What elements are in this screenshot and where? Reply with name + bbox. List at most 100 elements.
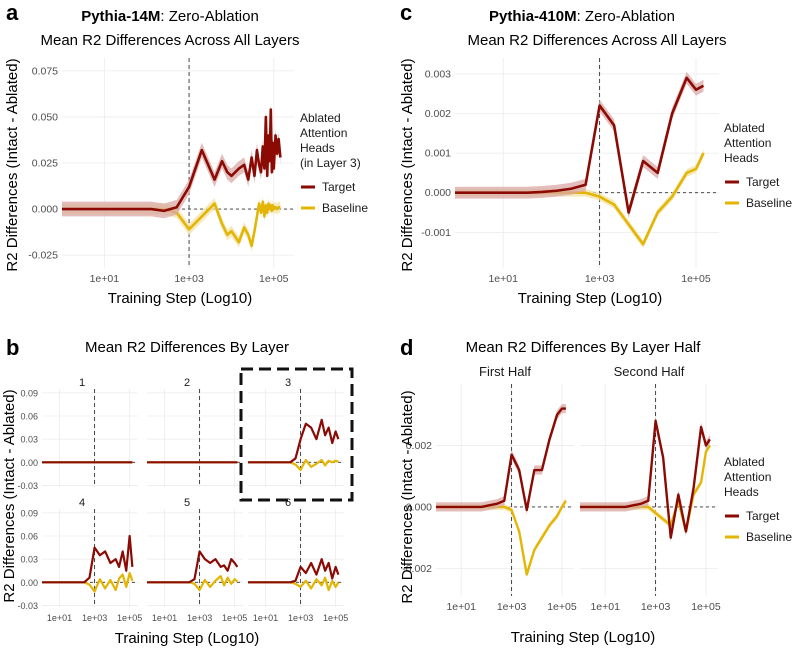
- target-line: [248, 418, 340, 464]
- highlight-box: [239, 367, 354, 502]
- legend-entry-target: Target: [746, 509, 780, 523]
- x-tick-label: 1e+05: [222, 613, 247, 623]
- y-tick-label: -0.025: [28, 250, 58, 262]
- legend-entry-baseline: Baseline: [746, 530, 792, 544]
- target-band: [436, 403, 566, 515]
- x-tick-label: 1e+05: [259, 273, 289, 285]
- y-tick-label: -0.03: [17, 481, 38, 491]
- legend-title: (in Layer 3): [300, 156, 361, 170]
- facet-label: 5: [184, 497, 190, 509]
- y-tick-label: 0.000: [406, 501, 432, 513]
- legend-title: Attention: [300, 126, 347, 140]
- panel-c: c Pythia-410M: Zero-Ablation Mean R2 Diffe…: [399, 0, 792, 307]
- facet-label: 1: [79, 377, 85, 389]
- title-suffix: : Zero-Ablation: [577, 8, 675, 25]
- y-tick-label: 0.06: [20, 412, 38, 422]
- legend-title: Ablated: [724, 121, 765, 135]
- y-tick-label: 0.000: [32, 204, 58, 216]
- y-tick-label: 0.09: [20, 508, 38, 518]
- y-tick-label: -0.03: [17, 601, 38, 611]
- facet-label: 6: [285, 497, 291, 509]
- legend-title: Ablated: [724, 455, 765, 469]
- x-tick-label: 1e+05: [117, 613, 142, 623]
- y-axis-title: R2 Differences (Intact - Ablated): [4, 58, 21, 271]
- facet-layer-5: 5 1e+01 1e+03 1e+05: [146, 497, 247, 623]
- facet-layer-6: 6 1e+01 1e+03 1e+05: [247, 497, 348, 623]
- panel-title: Pythia-14M: Zero-Ablation: [81, 8, 259, 25]
- y-axis-title: R2 Differences (Intact - Ablated): [1, 389, 18, 602]
- panel-a: a Pythia-14M: Zero-Ablation Mean R2 Differ…: [4, 0, 368, 307]
- facet-label: First Half: [479, 364, 531, 379]
- x-tick-label: 1e+01: [446, 601, 476, 613]
- y-tick-label: -0.002: [402, 563, 432, 575]
- panel-subtitle: Mean R2 Differences Across All Layers: [40, 32, 299, 49]
- legend-entry-target: Target: [322, 180, 356, 194]
- y-tick-label: 0.09: [20, 388, 38, 398]
- facet-layer-3: 3: [239, 367, 354, 502]
- panel-letter: d: [400, 335, 413, 360]
- model-name: Pythia-410M: [489, 8, 577, 25]
- panel-d: d Mean R2 Differences By Layer Half First …: [399, 335, 792, 646]
- legend-title: Ablated: [300, 111, 341, 125]
- panel-letter: a: [6, 0, 19, 25]
- y-tick-label: 0.06: [20, 532, 38, 542]
- baseline-line: [248, 576, 340, 592]
- x-axis-title: Training Step (Log10): [108, 290, 253, 307]
- x-tick-label: 1e+05: [323, 613, 348, 623]
- y-tick-label: 0.025: [32, 158, 58, 170]
- target-line: [62, 108, 282, 213]
- y-tick-label: 0.050: [32, 111, 58, 123]
- x-tick-label: 1e+03: [585, 273, 615, 285]
- y-tick-label: 0.002: [425, 108, 451, 120]
- x-tick-label: 1e+01: [90, 273, 120, 285]
- x-axis-title: Training Step (Log10): [518, 290, 663, 307]
- y-tick-label: 0.002: [406, 440, 432, 452]
- legend-title: Heads: [300, 141, 335, 155]
- y-tick-label: 0.00: [20, 458, 38, 468]
- x-tick-label: 1e+03: [497, 601, 527, 613]
- legend-title: Attention: [724, 470, 771, 484]
- panel-letter: b: [6, 335, 19, 360]
- x-tick-label: 1e+03: [641, 601, 671, 613]
- facet-layer-4: 4 -0.03 0.00 0.03 0.06 0.09 1e+01 1e+03 1e+05: [17, 497, 142, 623]
- y-tick-label: 0.075: [32, 65, 58, 77]
- x-tick-label: 1e+03: [187, 613, 212, 623]
- x-tick-label: 1e+01: [253, 613, 278, 623]
- x-tick-label: 1e+01: [47, 613, 72, 623]
- target-line: [147, 550, 239, 584]
- legend-title: Heads: [724, 151, 759, 165]
- y-tick-label: 0.001: [425, 148, 451, 160]
- facet-label: 2: [184, 377, 190, 389]
- facet-second-half: Second Half 1e+01 1e+03 1e+05: [579, 364, 721, 613]
- target-band: [580, 416, 710, 543]
- y-tick-label: 0.03: [20, 435, 38, 445]
- legend-title: Heads: [724, 485, 759, 499]
- panel-title: Pythia-410M: Zero-Ablation: [489, 8, 675, 25]
- title-suffix: : Zero-Ablation: [160, 8, 258, 25]
- y-axis-title: R2 Differences (Intact - Ablated): [399, 58, 416, 271]
- x-axis-title: Training Step (Log10): [115, 630, 260, 647]
- x-axis-title: Training Step (Log10): [511, 629, 656, 646]
- baseline-line: [580, 444, 711, 533]
- facet-label: 4: [79, 497, 85, 509]
- target-line: [580, 419, 711, 539]
- y-tick-label: 0.003: [425, 68, 451, 80]
- target-line: [248, 558, 340, 584]
- legend-entry-baseline: Baseline: [322, 201, 368, 215]
- x-tick-label: 1e+05: [691, 601, 721, 613]
- x-tick-label: 1e+05: [681, 273, 711, 285]
- y-tick-label: 0.000: [425, 187, 451, 199]
- target-band: [62, 102, 281, 219]
- panel-b: b Mean R2 Differences By Layer 1 -0.03 0.00 0…: [1, 335, 354, 647]
- legend-title: Attention: [724, 136, 771, 150]
- facet-layer-1: 1 -0.03 0.00 0.03 0.06 0.09: [17, 377, 138, 491]
- baseline-band: [580, 442, 710, 535]
- facet-first-half: First Half -0.002 0.000 0.002 1e+01 1e+03 1e+0…: [402, 364, 577, 613]
- x-tick-label: 1e+05: [547, 601, 577, 613]
- legend-entry-target: Target: [746, 175, 780, 189]
- baseline-line: [436, 500, 567, 576]
- facet-label: 3: [285, 377, 291, 389]
- y-tick-label: -0.001: [421, 227, 451, 239]
- panel-letter: c: [400, 0, 412, 25]
- panel-subtitle: Mean R2 Differences Across All Layers: [467, 32, 726, 49]
